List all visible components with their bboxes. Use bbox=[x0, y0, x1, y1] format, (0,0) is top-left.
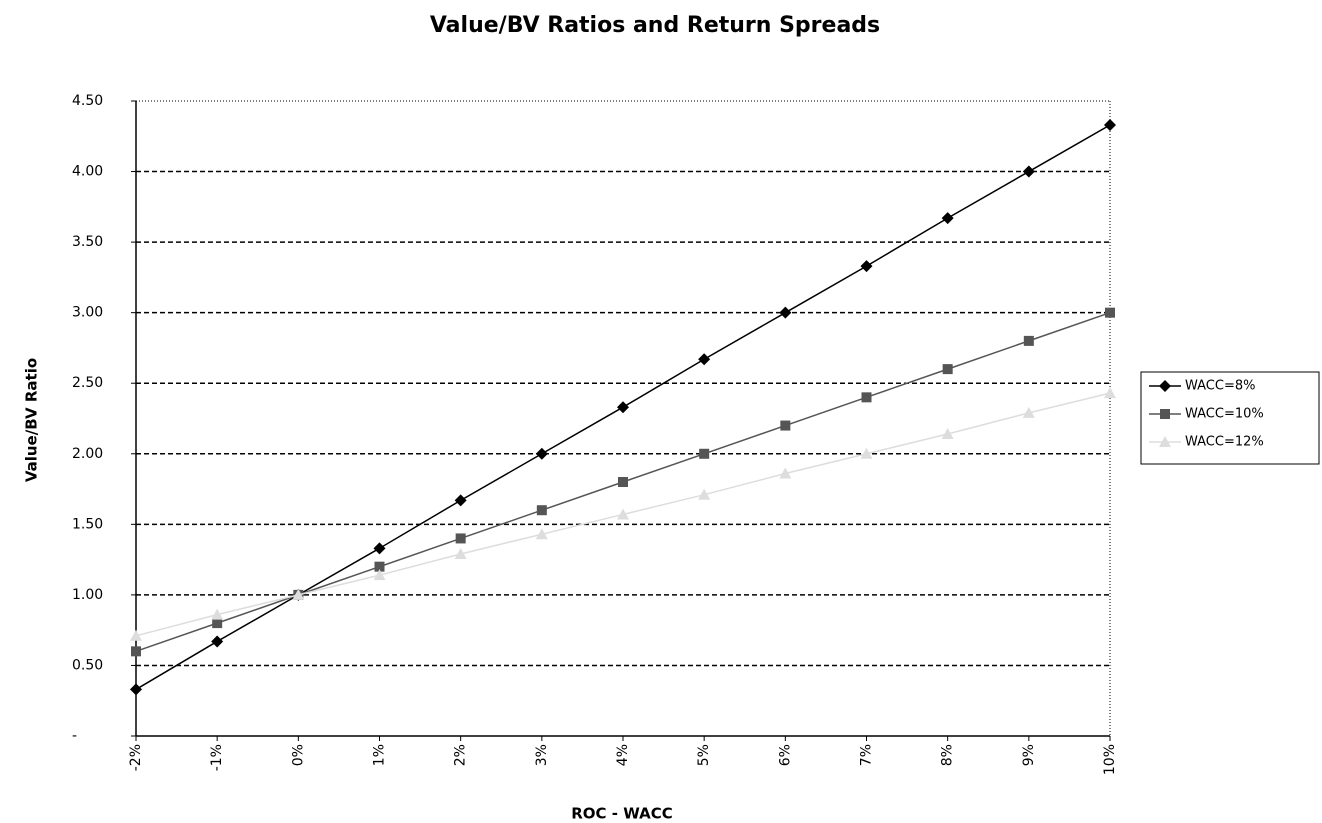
data-point bbox=[942, 364, 953, 375]
data-point bbox=[536, 505, 547, 516]
data-point bbox=[292, 588, 305, 600]
data-point bbox=[130, 629, 142, 641]
y-axis-title: Value/BV Ratio bbox=[23, 358, 41, 482]
x-tick-label: 0% bbox=[290, 744, 306, 766]
data-point bbox=[373, 542, 386, 555]
x-tick-label: -1% bbox=[209, 744, 225, 771]
data-point bbox=[861, 392, 872, 403]
y-tick-label: 2.50 bbox=[72, 375, 103, 391]
y-tick-label: 0.50 bbox=[72, 657, 103, 673]
data-point bbox=[698, 488, 711, 500]
data-point bbox=[211, 608, 224, 620]
legend-marker bbox=[1159, 436, 1171, 447]
legend-box bbox=[1140, 371, 1320, 465]
legend-label: WACC=8% bbox=[1185, 379, 1255, 394]
data-point bbox=[131, 646, 141, 657]
data-point bbox=[535, 528, 548, 540]
data-point bbox=[779, 306, 792, 319]
data-point bbox=[455, 533, 466, 544]
data-point bbox=[1022, 165, 1035, 178]
y-tick-label: 2.00 bbox=[72, 446, 103, 462]
x-tick-label: 2% bbox=[453, 744, 469, 766]
data-point bbox=[1023, 335, 1034, 346]
x-tick-label: 3% bbox=[534, 744, 550, 766]
data-point bbox=[1104, 387, 1116, 399]
y-tick-label: - bbox=[72, 728, 77, 744]
x-tick-label: 9% bbox=[1021, 744, 1037, 766]
x-tick-label: 6% bbox=[777, 744, 793, 766]
data-point bbox=[941, 428, 954, 440]
x-tick-label: -2% bbox=[128, 744, 144, 771]
data-point bbox=[617, 401, 629, 414]
x-tick-label: 7% bbox=[859, 744, 875, 766]
data-point bbox=[454, 547, 467, 559]
x-tick-label: 10% bbox=[1102, 744, 1118, 775]
chart-title: Value/BV Ratios and Return Spreads bbox=[430, 13, 880, 38]
data-point bbox=[373, 569, 386, 581]
data-point bbox=[699, 448, 710, 459]
data-point bbox=[618, 477, 628, 487]
x-tick-label: 8% bbox=[940, 744, 956, 766]
legend-marker bbox=[1159, 380, 1171, 392]
x-tick-label: 5% bbox=[696, 744, 712, 766]
x-tick-label: 4% bbox=[615, 744, 631, 766]
data-point bbox=[780, 420, 791, 431]
data-point bbox=[374, 561, 385, 572]
data-point bbox=[535, 447, 548, 460]
x-tick-label: 1% bbox=[372, 744, 388, 766]
y-tick-label: 3.00 bbox=[72, 305, 103, 321]
data-point bbox=[860, 260, 873, 273]
data-point bbox=[211, 635, 224, 648]
data-point bbox=[779, 467, 792, 479]
data-point bbox=[454, 494, 467, 507]
data-point bbox=[698, 353, 711, 366]
y-tick-label: 4.00 bbox=[72, 164, 103, 180]
data-point bbox=[130, 683, 142, 696]
data-point bbox=[617, 508, 629, 520]
data-point bbox=[1022, 406, 1035, 418]
data-point bbox=[941, 212, 954, 225]
data-point bbox=[1104, 118, 1116, 131]
legend-marker bbox=[1160, 409, 1170, 419]
legend-label: WACC=10% bbox=[1185, 407, 1264, 422]
data-point bbox=[212, 618, 223, 629]
legend-label: WACC=12% bbox=[1185, 435, 1264, 450]
y-tick-label: 1.50 bbox=[72, 516, 103, 532]
y-tick-label: 4.50 bbox=[72, 93, 103, 109]
y-tick-label: 3.50 bbox=[72, 234, 103, 250]
data-point bbox=[860, 447, 873, 459]
y-tick-label: 1.00 bbox=[72, 587, 103, 603]
data-point bbox=[1105, 307, 1115, 318]
x-axis-title: ROC - WACC bbox=[571, 805, 672, 823]
